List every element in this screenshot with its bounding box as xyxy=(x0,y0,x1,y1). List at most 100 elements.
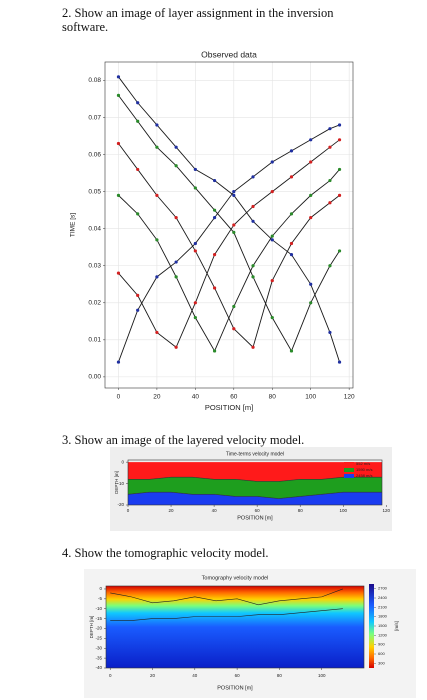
y-tick-label: 0.04 xyxy=(88,225,101,232)
colorbar-tick-label: 2400 xyxy=(378,595,388,600)
pick-point xyxy=(328,201,332,205)
x-tick-label: 100 xyxy=(318,673,326,678)
pick-point xyxy=(174,215,178,220)
interface-line xyxy=(128,476,382,482)
pick-point xyxy=(155,238,159,242)
pick-point xyxy=(136,119,140,123)
pick-point xyxy=(328,330,332,335)
colorbar-tick-label: 2700 xyxy=(378,586,388,591)
colorbar-tick-label: 900 xyxy=(378,642,385,647)
y-tick-label: 0.00 xyxy=(88,374,101,381)
x-tick-label: 40 xyxy=(192,394,200,401)
pick-point xyxy=(116,93,121,97)
pick-point xyxy=(232,304,236,309)
legend-swatch xyxy=(344,468,354,472)
y-tick-label: 0.03 xyxy=(88,262,101,269)
pick-point xyxy=(328,145,332,149)
interface-line xyxy=(110,608,343,621)
y-axis-label: DEPTH [m] xyxy=(89,616,94,639)
y-tick-label: 0.05 xyxy=(88,188,101,195)
colorbar-tick-label: 1200 xyxy=(378,632,388,637)
plot-frame xyxy=(105,585,365,669)
y-tick-label: 0.07 xyxy=(88,114,101,121)
y-tick-label: 0.06 xyxy=(88,151,101,158)
x-tick-label: 20 xyxy=(169,508,175,513)
pick-point xyxy=(251,219,255,223)
y-tick-label: -35 xyxy=(95,655,102,660)
pick-point xyxy=(155,193,159,197)
pick-point xyxy=(193,241,197,246)
pick-point xyxy=(174,164,178,168)
pick-point xyxy=(328,264,332,268)
colorbar-tick-label: 1500 xyxy=(378,623,388,628)
y-axis-label: DEPTH [m] xyxy=(114,471,119,494)
y-tick-label: 0.08 xyxy=(88,77,101,84)
pick-point xyxy=(174,275,178,279)
pick-point xyxy=(193,186,197,190)
x-tick-label: 0 xyxy=(117,394,121,401)
x-axis-label: POSITION [m] xyxy=(205,403,253,412)
pick-point xyxy=(116,271,121,275)
pick-point xyxy=(270,234,274,238)
x-tick-label: 120 xyxy=(344,394,355,401)
legend-label: 1590 m/s xyxy=(356,467,372,472)
pick-point xyxy=(270,238,274,242)
plot-frame xyxy=(104,61,354,389)
pick-point xyxy=(251,175,255,179)
pick-point xyxy=(270,316,274,320)
pick-point xyxy=(289,253,294,257)
y-tick-label: -10 xyxy=(95,606,102,611)
x-tick-label: 80 xyxy=(269,394,277,401)
pick-point xyxy=(232,230,236,235)
x-axis-label: POSITION [m] xyxy=(237,515,273,521)
x-tick-label: 20 xyxy=(153,394,161,401)
pick-point xyxy=(155,275,159,279)
pick-point xyxy=(309,193,313,197)
pick-point xyxy=(232,190,236,194)
pick-point xyxy=(116,141,121,146)
colorbar xyxy=(369,584,374,668)
pick-point xyxy=(174,345,178,349)
pick-point xyxy=(251,204,255,209)
pick-point xyxy=(270,278,274,283)
layer-fill xyxy=(128,492,382,505)
y-tick-label: -10 xyxy=(117,481,124,486)
colorbar-label: [m/s] xyxy=(394,621,399,631)
pick-point xyxy=(116,75,121,79)
pick-point xyxy=(212,349,217,353)
chart-title: Observed data xyxy=(201,49,257,59)
x-tick-label: 0 xyxy=(127,508,130,513)
y-tick-label: 0 xyxy=(99,586,102,591)
legend-swatch xyxy=(344,474,354,478)
pick-point xyxy=(193,249,197,253)
colorbar-tick-label: 600 xyxy=(378,651,385,656)
x-tick-label: 20 xyxy=(150,673,156,678)
pick-point xyxy=(136,308,140,312)
y-axis-label: TIME [s] xyxy=(70,213,77,237)
pick-point xyxy=(328,127,332,131)
x-tick-label: 100 xyxy=(339,508,347,513)
colorbar-tick-label: 2100 xyxy=(378,604,388,609)
legend-swatch xyxy=(344,462,354,466)
plot-frame xyxy=(127,459,383,506)
question-heading: 4. Show the tomographic velocity model. xyxy=(62,546,269,560)
colorbar-tick-label: 1800 xyxy=(378,614,388,619)
layer-fill xyxy=(128,462,382,482)
x-axis-label: POSITION [m] xyxy=(217,685,253,691)
pick-point xyxy=(289,241,294,246)
y-tick-label: -40 xyxy=(95,665,102,670)
x-tick-label: 80 xyxy=(298,508,304,513)
y-tick-label: 0.02 xyxy=(88,300,101,307)
x-tick-label: 40 xyxy=(192,673,198,678)
interface-line xyxy=(127,491,382,499)
interface-line xyxy=(110,588,343,606)
pick-point xyxy=(270,190,274,194)
pick-point xyxy=(337,138,342,142)
pick-point xyxy=(337,249,342,253)
pick-point xyxy=(309,301,313,305)
layer-fill xyxy=(128,477,382,499)
x-tick-label: 0 xyxy=(109,673,112,678)
pick-point xyxy=(289,175,294,179)
